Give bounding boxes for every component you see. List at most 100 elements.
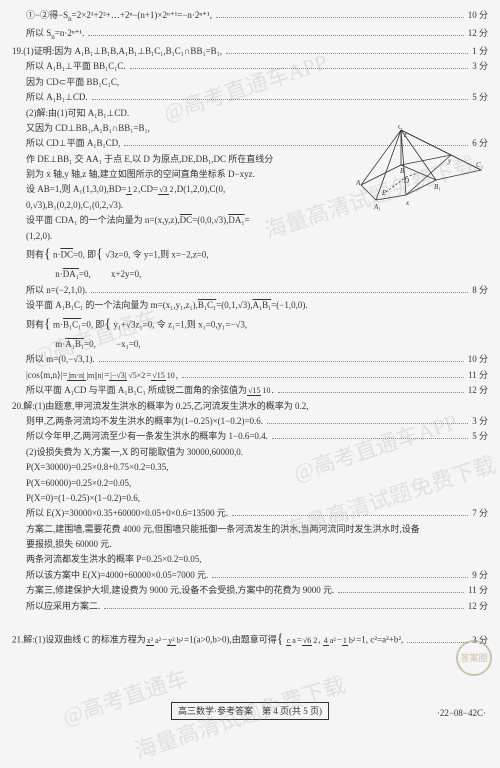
answer-line: |cos⟨m,n⟩|=|m·n||m||n|=|−√3|√5×2=√1510, 1… — [12, 368, 488, 382]
score-label: 7 分 — [472, 506, 488, 520]
line-text: 所以平面 A₁CD 与平面 A₁B₁C₁ 所成锐二面角的余弦值为√1510. — [26, 383, 274, 397]
dotted-leader — [212, 577, 468, 578]
dotted-leader — [91, 292, 468, 293]
score-label: 5 分 — [472, 90, 488, 104]
line-text: 所以 E(X)=30000×0.35+60000×0.05+0×0.6=1350… — [26, 506, 228, 520]
answer-stamp: 答案圈 — [456, 640, 492, 676]
watermark: @高考直通车 — [58, 661, 193, 735]
answer-line: 所以平面 A₁CD 与平面 A₁B₁C₁ 所成锐二面角的余弦值为√1510. 12… — [12, 383, 488, 397]
svg-text:D: D — [403, 177, 409, 185]
line-text: 所以 A₁B₁⊥CD. — [26, 90, 88, 104]
line-text: 19.(1)证明:因为 A₁B₁⊥B₁B,A₁B₁⊥B₁C₁,B₁C₁∩BB₁=… — [12, 44, 222, 58]
score-label: 5 分 — [472, 429, 488, 443]
score-label: 9 分 — [472, 568, 488, 582]
svg-text:A: A — [356, 179, 361, 187]
line-text: 21.解:(1)设双曲线 C 的标准方程为x²a²−y²b²=1(a>0,b>0… — [12, 629, 403, 651]
dotted-leader — [216, 17, 464, 18]
line-text: ①−②得−Sn=2×2¹+2²+…+2ⁿ−(n+1)×2ⁿ⁺¹=−n·2ⁿ⁺¹, — [26, 8, 212, 25]
answer-line: 所以 A₁B₁⊥CD. 5 分 — [12, 90, 488, 104]
answer-line: 要报损,损失 60000 元. — [12, 537, 488, 551]
score-label: 11 分 — [468, 583, 488, 597]
answer-line: 所以该方案中 E(X)=4000+60000×0.05=7000 元. 9 分 — [12, 568, 488, 582]
svg-text:E: E — [381, 189, 387, 197]
answer-line: ①−②得−Sn=2×2¹+2²+…+2ⁿ−(n+1)×2ⁿ⁺¹=−n·2ⁿ⁺¹,… — [12, 8, 488, 25]
answer-line: P(X=60000)=0.25×0.2=0.05, — [12, 476, 488, 490]
answer-line: 所以 n=(−2,1,0). 8 分 — [12, 283, 488, 297]
svg-text:B₁: B₁ — [434, 183, 441, 191]
svg-text:x: x — [405, 199, 410, 207]
answer-line: 19.(1)证明:因为 A₁B₁⊥B₁B,A₁B₁⊥B₁C₁,B₁C₁∩BB₁=… — [12, 44, 488, 58]
page-code: ·22−08−42C· — [437, 706, 486, 720]
dotted-leader — [92, 99, 469, 100]
geometry-figure: C C₁ A A₁ B B₁ D E x y z — [356, 125, 486, 215]
answer-line: 设平面 A₁B₁C₁ 的一个法向量为 m=(x₁,y₁,z₁),B₁C₁=(0,… — [12, 298, 488, 312]
line-text: 方案三,修建保护大坝,建设费为 9000 元,设备不会受损,方案中的花费为 90… — [26, 583, 334, 597]
svg-text:C: C — [398, 125, 403, 131]
answer-line: 因为 CD⊂平面 BB₁C₁C, — [12, 75, 488, 89]
answer-line: 则有{ m·B₁C₁=0, 即{ y₁+√3z₁=0, 令 z₁=1,则 x₁=… — [12, 314, 488, 336]
score-label: 12 分 — [468, 599, 488, 613]
answer-line: 所以应采用方案二. 12 分 — [12, 599, 488, 613]
page-footer: 高三数学·参考答案 第 4 页(共 5 页) — [0, 702, 500, 720]
line-text: 所以 CD⊥平面 A₁B₁CD, — [26, 136, 120, 150]
score-label: 1 分 — [472, 44, 488, 58]
answer-line: n·DA₁=0, x+2y=0, — [12, 267, 488, 281]
answer-line: 所以 Sn=n·2ⁿ⁺¹. 12 分 — [12, 26, 488, 43]
score-label: 3 分 — [472, 59, 488, 73]
score-label: 12 分 — [468, 383, 488, 397]
answer-line: 20.解:(1)由题意,甲河流发生洪水的概率为 0.25,乙河流发生洪水的概率为… — [12, 399, 488, 413]
line-text: |cos⟨m,n⟩|=|m·n||m||n|=|−√3|√5×2=√1510, — [26, 368, 178, 382]
answer-line: 所以 m=(0,−√3,1). 10 分 — [12, 352, 488, 366]
line-text: 所以 m=(0,−√3,1). — [26, 352, 95, 366]
score-label: 8 分 — [472, 283, 488, 297]
answer-line: 两条河流都发生洪水的概率 P=0.25×0.2=0.05, — [12, 552, 488, 566]
dotted-leader — [267, 423, 468, 424]
score-label: 12 分 — [468, 26, 488, 40]
answer-line: 所以 E(X)=30000×0.35+60000×0.05+0×0.6=1350… — [12, 506, 488, 520]
svg-text:z: z — [403, 131, 407, 139]
answer-line: 则甲,乙两条河流均不发生洪水的概率为(1−0.25)×(1−0.2)=0.6. 3… — [12, 414, 488, 428]
answer-line — [12, 614, 488, 628]
score-label: 10 分 — [468, 352, 488, 366]
svg-text:C₁: C₁ — [476, 161, 483, 169]
svg-text:A₁: A₁ — [373, 203, 381, 211]
score-label: 11 分 — [468, 368, 488, 382]
dotted-leader — [272, 438, 468, 439]
answer-line: 设平面 CDA₁ 的一个法向量为 n=(x,y,z),DC=(0,0,√3),D… — [12, 213, 488, 227]
answer-page: ①−②得−Sn=2×2¹+2²+…+2ⁿ−(n+1)×2ⁿ⁺¹=−n·2ⁿ⁺¹,… — [12, 8, 488, 652]
score-label: 3 分 — [472, 414, 488, 428]
answer-line: (2)设损失费为 X,方案一,X 的可能取值为 30000,60000,0. — [12, 445, 488, 459]
dotted-leader — [338, 592, 464, 593]
answer-line: 所以今年甲,乙两河流至少有一条发生洪水的概率为 1−0.6=0.4. 5 分 — [12, 429, 488, 443]
svg-text:y: y — [447, 157, 452, 165]
line-text: 则甲,乙两条河流均不发生洪水的概率为(1−0.25)×(1−0.2)=0.6. — [26, 414, 263, 428]
answer-line: (1,2,0). — [12, 229, 488, 243]
dotted-leader — [232, 515, 468, 516]
line-text: 所以该方案中 E(X)=4000+60000×0.05=7000 元. — [26, 568, 208, 582]
dotted-leader — [130, 68, 469, 69]
line-text: 所以今年甲,乙两河流至少有一条发生洪水的概率为 1−0.6=0.4. — [26, 429, 268, 443]
dotted-leader — [104, 608, 463, 609]
answer-line: 所以 A₁B₁⊥平面 BB₁C₁C. 3 分 — [12, 59, 488, 73]
svg-text:B: B — [400, 167, 405, 175]
answer-line: 21.解:(1)设双曲线 C 的标准方程为x²a²−y²b²=1(a>0,b>0… — [12, 629, 488, 651]
answer-line: 则有{ n·DC=0, 即{ √3z=0, 令 y=1,则 x=−2,z=0, — [12, 244, 488, 266]
answer-line: (2)解:由(1)可知 A₁B₁⊥CD. — [12, 106, 488, 120]
line-text: 所以 n=(−2,1,0). — [26, 283, 87, 297]
line-text: 所以 A₁B₁⊥平面 BB₁C₁C. — [26, 59, 126, 73]
line-text: 所以应采用方案二. — [26, 599, 100, 613]
line-text: 所以 Sn=n·2ⁿ⁺¹. — [26, 26, 84, 43]
score-label: 10 分 — [468, 8, 488, 22]
footer-box: 高三数学·参考答案 第 4 页(共 5 页) — [171, 702, 329, 720]
answer-line: m·A₁B₁=0, −x₁=0, — [12, 337, 488, 351]
dotted-leader — [99, 361, 464, 362]
answer-line: P(X=0)=(1−0.25)×(1−0.2)=0.6, — [12, 491, 488, 505]
answer-line: 方案三,修建保护大坝,建设费为 9000 元,设备不会受损,方案中的花费为 90… — [12, 583, 488, 597]
dotted-leader — [278, 392, 464, 393]
dotted-leader — [182, 377, 464, 378]
dotted-leader — [226, 53, 468, 54]
answer-line: P(X=30000)=0.25×0.8+0.75×0.2=0.35, — [12, 460, 488, 474]
dotted-leader — [88, 35, 463, 36]
dotted-leader — [407, 642, 468, 643]
answer-line: 方案二,建围墙,需要花费 4000 元,但围墙只能抵御一条河流发生的洪水,当两河… — [12, 522, 488, 536]
